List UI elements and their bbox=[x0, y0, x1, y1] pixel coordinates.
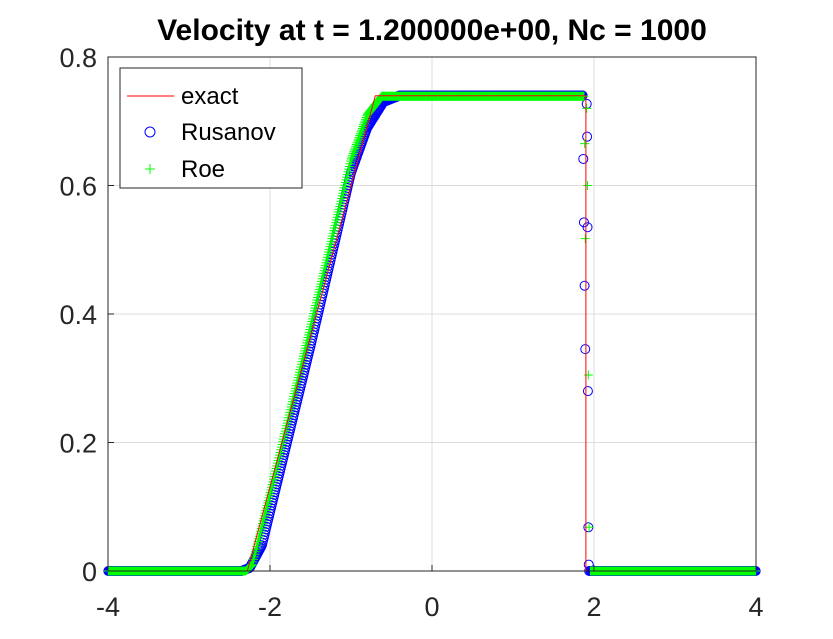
x-tick-label: 2 bbox=[586, 592, 601, 622]
legend-swatch-rusanov bbox=[144, 126, 156, 138]
roe-point bbox=[346, 156, 356, 166]
roe-point bbox=[347, 152, 357, 162]
rusanov-point bbox=[578, 217, 589, 228]
legend-label-roe: Roe bbox=[181, 156, 225, 183]
roe-point bbox=[352, 140, 362, 150]
rusanov-point bbox=[579, 280, 590, 291]
roe-point bbox=[246, 561, 256, 571]
y-tick-label: 0 bbox=[82, 557, 97, 587]
rusanov-point bbox=[578, 153, 589, 164]
rusanov-point bbox=[580, 344, 591, 355]
rusanov-point bbox=[582, 131, 593, 142]
axis-ticks: -4 -2 0 2 4 0 0.2 0.4 0.6 0.8 bbox=[59, 43, 763, 622]
legend-swatch-roe bbox=[145, 164, 155, 174]
roe-point bbox=[350, 143, 360, 153]
y-tick-label: 0.2 bbox=[59, 429, 97, 459]
roe-point bbox=[358, 122, 368, 132]
roe-point bbox=[359, 118, 369, 128]
x-tick-label: 4 bbox=[748, 592, 763, 622]
roe-point bbox=[360, 116, 370, 126]
roe-point bbox=[359, 120, 369, 130]
rusanov-point bbox=[582, 222, 593, 233]
roe-point bbox=[355, 129, 365, 139]
rusanov-point bbox=[582, 386, 593, 397]
roe-point bbox=[353, 134, 363, 144]
roe-point bbox=[357, 123, 367, 133]
legend-label-rusanov: Rusanov bbox=[181, 119, 276, 146]
roe-point bbox=[348, 150, 358, 160]
x-tick-label: -2 bbox=[258, 592, 282, 622]
chart-title: Velocity at t = 1.200000e+00, Nc = 1000 bbox=[157, 14, 707, 47]
roe-point bbox=[355, 131, 365, 141]
roe-point bbox=[354, 132, 364, 142]
roe-point bbox=[582, 103, 592, 113]
x-tick-label: 0 bbox=[424, 592, 439, 622]
roe-point bbox=[351, 141, 361, 151]
roe-point bbox=[580, 234, 590, 244]
y-tick-label: 0.8 bbox=[59, 43, 97, 73]
roe-point bbox=[346, 154, 356, 164]
legend: exact Rusanov Roe bbox=[119, 67, 303, 189]
roe-point bbox=[580, 139, 590, 149]
roe-point bbox=[583, 370, 593, 380]
roe-point bbox=[349, 147, 359, 157]
roe-point bbox=[350, 145, 360, 155]
rusanov-point bbox=[583, 559, 594, 570]
roe-point bbox=[348, 149, 358, 159]
roe-point bbox=[356, 127, 366, 137]
roe-point bbox=[583, 181, 593, 190]
roe-point bbox=[353, 136, 363, 146]
roe-point bbox=[357, 125, 367, 135]
y-tick-label: 0.4 bbox=[59, 300, 97, 330]
roe-point bbox=[352, 138, 362, 148]
legend-label-exact: exact bbox=[181, 83, 239, 110]
x-tick-label: -4 bbox=[96, 592, 120, 622]
y-tick-label: 0.6 bbox=[59, 172, 97, 202]
